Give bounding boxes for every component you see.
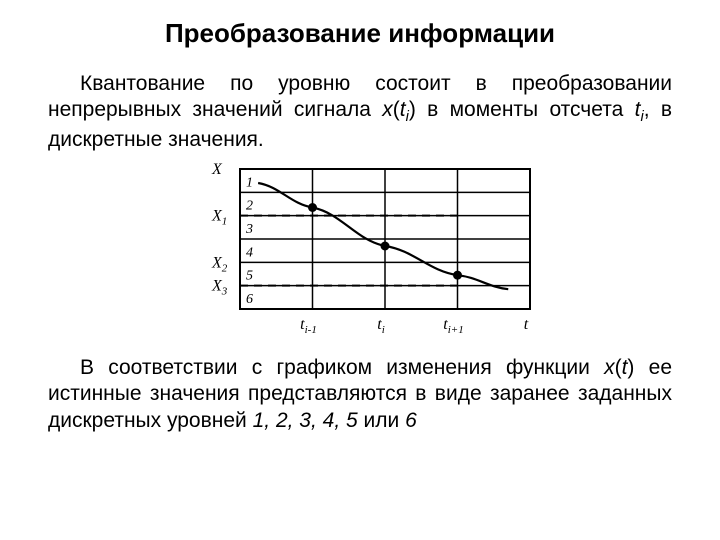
- p2-six: 6: [405, 409, 417, 432]
- svg-text:X1: X1: [211, 208, 227, 228]
- svg-text:3: 3: [245, 222, 253, 237]
- svg-text:5: 5: [246, 269, 253, 284]
- p2-levels: 1, 2, 3, 4, 5: [253, 409, 358, 432]
- chart-container: X X1 X2 X3 1 2 3 4 5 6 ti-1 ti ti+1 t: [48, 159, 672, 349]
- svg-text:1: 1: [246, 175, 253, 190]
- svg-text:X3: X3: [211, 278, 228, 298]
- svg-text:2: 2: [246, 199, 253, 214]
- quantization-chart: X X1 X2 X3 1 2 3 4 5 6 ti-1 ti ti+1 t: [170, 159, 550, 349]
- p1-x: x: [382, 98, 393, 121]
- svg-text:ti: ti: [377, 316, 385, 336]
- svg-text:t: t: [524, 316, 529, 333]
- svg-text:4: 4: [246, 245, 253, 260]
- p1-rp: ) в моменты отсчета: [409, 98, 635, 121]
- svg-text:ti-1: ti-1: [300, 316, 317, 336]
- p1-lp: (: [393, 98, 400, 121]
- paragraph-2: В соответствии с графиком изменения функ…: [48, 355, 672, 434]
- p2-tail2: или: [358, 409, 405, 432]
- p2-text-a: В соответствии с графиком изменения функ…: [80, 356, 604, 379]
- page-title: Преобразование информации: [48, 18, 672, 49]
- paragraph-1: Квантование по уровню состоит в преобраз…: [48, 71, 672, 153]
- svg-text:X2: X2: [211, 254, 228, 274]
- svg-text:ti+1: ti+1: [443, 316, 463, 336]
- p2-x: x: [604, 356, 615, 379]
- p2-lp: (: [615, 356, 622, 379]
- svg-text:6: 6: [246, 292, 253, 307]
- svg-text:X: X: [211, 161, 223, 178]
